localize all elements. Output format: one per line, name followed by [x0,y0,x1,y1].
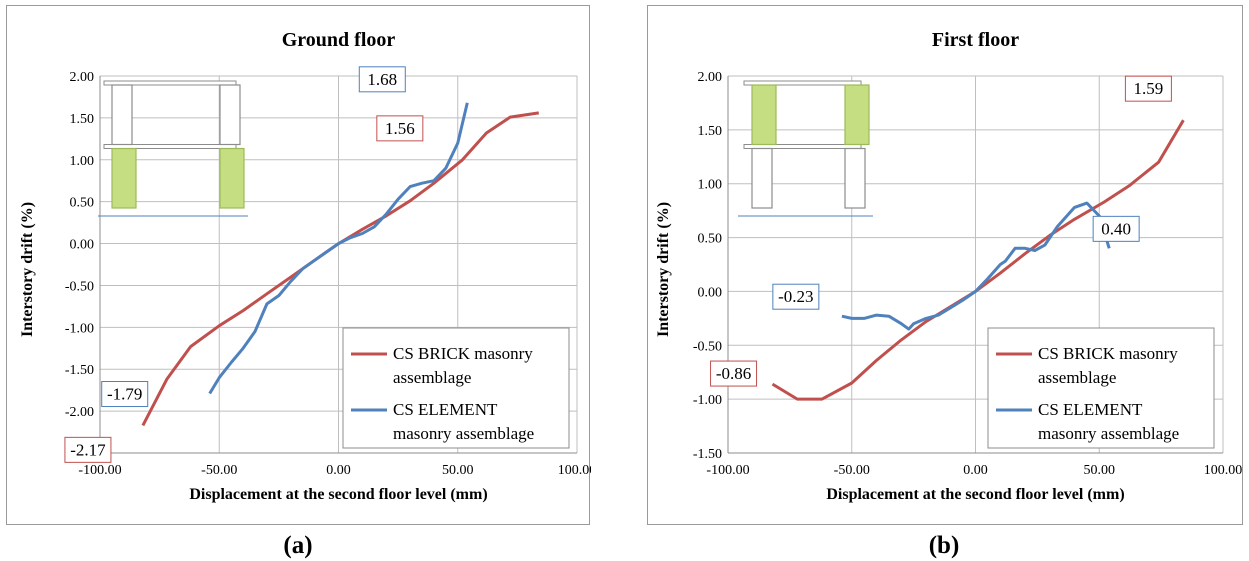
data-label: 0.40 [1101,219,1131,238]
x-axis-label: Displacement at the second floor level (… [189,486,487,503]
x-tick-label: 50.00 [442,463,474,478]
y-tick-label: 0.50 [698,232,723,247]
y-axis-label: Interstory drift (%) [19,202,36,337]
y-tick-label: 1.00 [70,154,95,169]
chart-title: Ground floor [282,29,396,51]
first-floor-chart: -1.50 -1.00 -0.50 0.00 0.50 1.00 1.50 2.00 -100.… [655,29,1243,503]
inset-slab [743,80,862,86]
inset-slab [103,80,237,86]
data-label-box [710,360,758,387]
inset-wall [844,147,866,209]
y-tick-label: -2.00 [65,405,94,420]
data-label: -0.23 [778,287,813,306]
data-label-box [376,115,424,142]
x-tick-label: 0.00 [963,463,988,478]
data-label: -1.79 [107,385,142,404]
inset-highlighted-wall [111,147,137,209]
y-tick-label: -1.50 [65,363,94,378]
legend-entry-label: CS ELEMENT [393,400,498,419]
y-tick-label: 1.50 [70,112,95,127]
y-tick-label: -1.00 [693,393,722,408]
ground-floor-chart: -2.50-2.00-1.50-1.00-0.500.000.501.001.5… [19,29,596,503]
legend-box [987,327,1215,449]
data-label: 1.56 [385,119,415,138]
legend-entry-label: CS BRICK masonry [1038,344,1178,363]
data-label-box [64,436,112,463]
x-tick-label: -100.00 [78,463,121,478]
data-label-box [1092,215,1140,242]
data-label: 1.59 [1134,79,1164,98]
data-label-box [358,66,406,93]
y-tick-label: 0.00 [698,285,723,300]
x-tick-label: -100.00 [706,463,749,478]
legend-entry-label: CS BRICK masonry [393,344,533,363]
x-tick-label: -50.00 [201,463,237,478]
y-tick-label: 0.00 [70,238,95,253]
inset-highlighted-wall [219,147,245,209]
inset-wall [751,147,773,209]
y-tick-label: 2.00 [698,70,723,85]
y-tick-label: -1.50 [693,447,722,462]
data-label: -2.17 [70,440,106,459]
data-label: -0.86 [716,364,751,383]
chart-title: First floor [932,29,1019,51]
inset-slab [103,144,237,149]
building-inset-icon [738,80,873,217]
x-tick-label: 100.00 [558,463,591,478]
y-axis-label: Interstory drift (%) [655,202,672,337]
building-inset-icon [98,80,248,217]
series-line-cs-element [208,102,469,395]
y-tick-label: -0.50 [693,339,722,354]
legend-entry-label: masonry assemblage [1038,424,1179,443]
y-tick-label: -0.50 [65,279,94,294]
inset-wall [111,84,133,146]
data-label-box [1124,75,1172,102]
y-tick-label: 2.00 [70,70,95,85]
series-line-cs-element [841,201,1111,331]
inset-wall [219,84,241,146]
legend-entry-label: CS ELEMENT [1038,400,1143,419]
y-tick-label: 1.50 [698,124,723,139]
x-tick-label: -50.00 [834,463,870,478]
subfigure-label-b: (b) [928,532,960,559]
legend-box [342,327,570,449]
data-label-box [772,283,820,310]
x-tick-label: 100.00 [1204,463,1243,478]
subfigure-label-a: (a) [283,532,313,559]
y-tick-label: -1.00 [65,321,94,336]
legend-entry-label: assemblage [1038,368,1116,387]
x-tick-label: 50.00 [1084,463,1116,478]
chart-panel-ground-floor: -2.50-2.00-1.50-1.00-0.500.000.501.001.5… [6,5,596,525]
inset-highlighted-wall [751,84,777,146]
data-label: 1.68 [367,70,397,89]
data-label-box [101,381,149,408]
inset-slab [743,144,862,149]
inset-highlighted-wall [844,84,870,146]
chart-panel-first-floor: -1.50 -1.00 -0.50 0.00 0.50 1.00 1.50 2.00 -100.… [647,5,1243,525]
x-axis-label: Displacement at the second floor level (… [826,486,1124,503]
legend-entry-label: masonry assemblage [393,424,534,443]
legend-entry-label: assemblage [393,368,471,387]
y-tick-label: 1.00 [698,178,723,193]
y-tick-label: 0.50 [70,196,95,211]
x-tick-label: 0.00 [326,463,351,478]
